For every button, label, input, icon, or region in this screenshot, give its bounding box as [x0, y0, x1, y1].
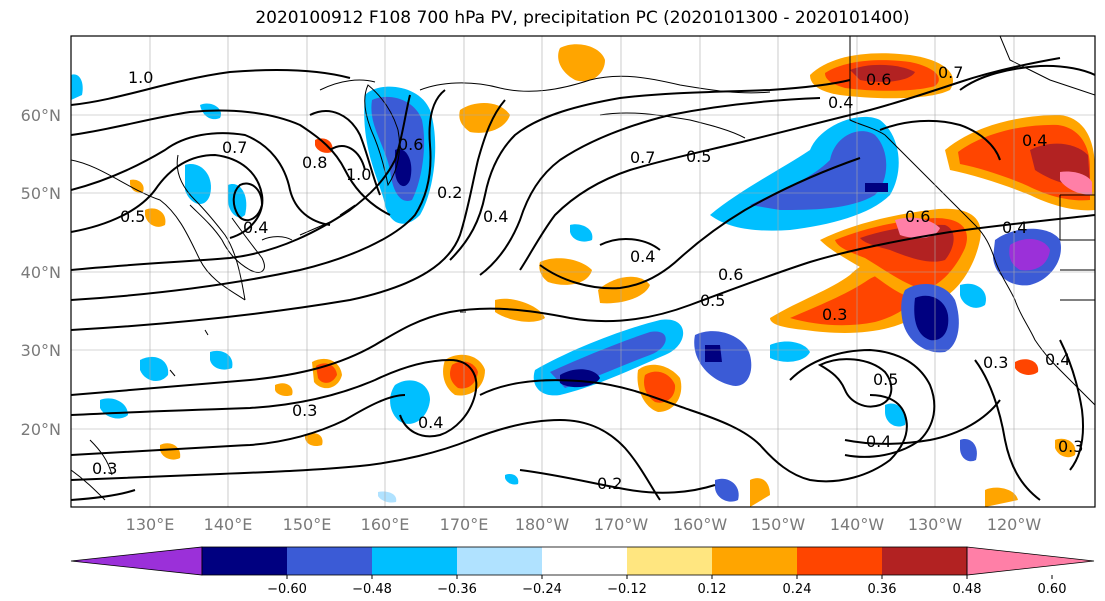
- colorbar-tick-label: −0.12: [607, 582, 647, 597]
- lon-label: 150°W: [751, 515, 806, 534]
- colorbar-swatch: [202, 547, 287, 575]
- colorbar-tick-label: 0.60: [1038, 582, 1067, 597]
- contour-label: 0.4: [418, 413, 443, 432]
- map-title: 2020100912 F108 700 hPa PV, precipitatio…: [255, 8, 910, 28]
- contour-label: 1.0: [346, 165, 371, 184]
- contour-label: 0.2: [597, 474, 622, 493]
- lon-label: 170°E: [440, 515, 489, 534]
- contour-label: 0.4: [630, 247, 655, 266]
- colorbar-swatch: [542, 547, 627, 575]
- colorbar-tick-label: 0.36: [868, 582, 897, 597]
- contour-label: 0.4: [1045, 350, 1070, 369]
- colorbar-tick-label: −0.36: [437, 582, 477, 597]
- lon-label: 130°W: [908, 515, 963, 534]
- pv-contours: [71, 57, 1095, 501]
- lon-label: 180°W: [515, 515, 570, 534]
- colorbar-swatch: [627, 547, 712, 575]
- colorbar-tick-label: −0.24: [522, 582, 562, 597]
- colorbar-swatch: [882, 547, 967, 575]
- lon-label: 140°E: [204, 515, 253, 534]
- contour-label: 0.6: [718, 265, 743, 284]
- contour-label: 0.4: [243, 218, 268, 237]
- contour-label: 0.3: [92, 459, 117, 478]
- colorbar-arrow-low: [70, 546, 203, 576]
- colorbar-swatch: [372, 547, 457, 575]
- lon-label: 160°E: [361, 515, 410, 534]
- latitude-labels: 60°N 50°N 40°N 30°N 20°N: [21, 106, 61, 439]
- lon-label: 170°W: [594, 515, 649, 534]
- map-panel: 1.0 0.7 0.5 0.4 0.2 1.0 0.8 0.4 0.6 0.4 …: [71, 36, 1095, 507]
- contour-label: 0.4: [828, 93, 853, 112]
- contour-label: 0.7: [222, 138, 247, 157]
- contour-label: 0.4: [483, 207, 508, 226]
- map-frame: [70, 35, 1096, 508]
- contour-label: 0.3: [822, 305, 847, 324]
- contour-label: 0.8: [302, 153, 327, 172]
- lon-label: 120°W: [987, 515, 1042, 534]
- lat-label: 20°N: [21, 420, 61, 439]
- colorbar-swatch: [457, 547, 542, 575]
- colorbar: −0.60 −0.48 −0.36 −0.24 −0.12 0.12 0.24 0.36 0.4…: [70, 546, 1095, 597]
- contour-label: 1.0: [128, 68, 153, 87]
- colorbar-tick-label: 0.12: [698, 582, 727, 597]
- contour-label: 0.5: [686, 147, 711, 166]
- colorbar-tick-label: −0.48: [352, 582, 392, 597]
- contour-label: 0.6: [905, 207, 930, 226]
- contour-labels: 1.0 0.7 0.5 0.4 0.2 1.0 0.8 0.4 0.6 0.4 …: [92, 63, 1083, 493]
- contour-label: 0.6: [398, 135, 423, 154]
- contour-label: 0.4: [1022, 131, 1047, 150]
- contour-label: 0.6: [866, 70, 891, 89]
- colorbar-tick-label: 0.24: [783, 582, 812, 597]
- contour-label: 0.3: [983, 353, 1008, 372]
- contour-label: 0.5: [873, 370, 898, 389]
- lon-label: 140°W: [830, 515, 885, 534]
- lat-label: 50°N: [21, 184, 61, 203]
- lat-label: 30°N: [21, 341, 61, 360]
- colorbar-arrow-high: [966, 546, 1095, 576]
- coastlines: [71, 36, 1095, 501]
- contour-label: 0.3: [292, 401, 317, 420]
- contour-label: 0.2: [437, 183, 462, 202]
- colorbar-outline: [201, 546, 968, 576]
- colorbar-swatch: [287, 547, 372, 575]
- contour-label: 0.7: [630, 148, 655, 167]
- colorbar-swatch: [797, 547, 882, 575]
- lon-label: 160°W: [673, 515, 728, 534]
- colorbar-tick-label: 0.48: [953, 582, 982, 597]
- gridlines: [71, 36, 1095, 507]
- colorbar-tick-label: −0.60: [267, 582, 307, 597]
- contour-label: 0.5: [700, 291, 725, 310]
- lat-label: 60°N: [21, 106, 61, 125]
- colorbar-swatch: [712, 547, 797, 575]
- lon-label: 150°E: [283, 515, 332, 534]
- contour-label: 0.4: [866, 432, 891, 451]
- lat-label: 40°N: [21, 263, 61, 282]
- contour-label: 0.3: [1058, 437, 1083, 456]
- contour-label: 0.7: [938, 63, 963, 82]
- contour-label: 0.5: [120, 207, 145, 226]
- contour-label: 0.4: [1002, 218, 1027, 237]
- longitude-labels: 130°E 140°E 150°E 160°E 170°E 180°W 170°…: [126, 515, 1042, 534]
- lon-label: 130°E: [126, 515, 175, 534]
